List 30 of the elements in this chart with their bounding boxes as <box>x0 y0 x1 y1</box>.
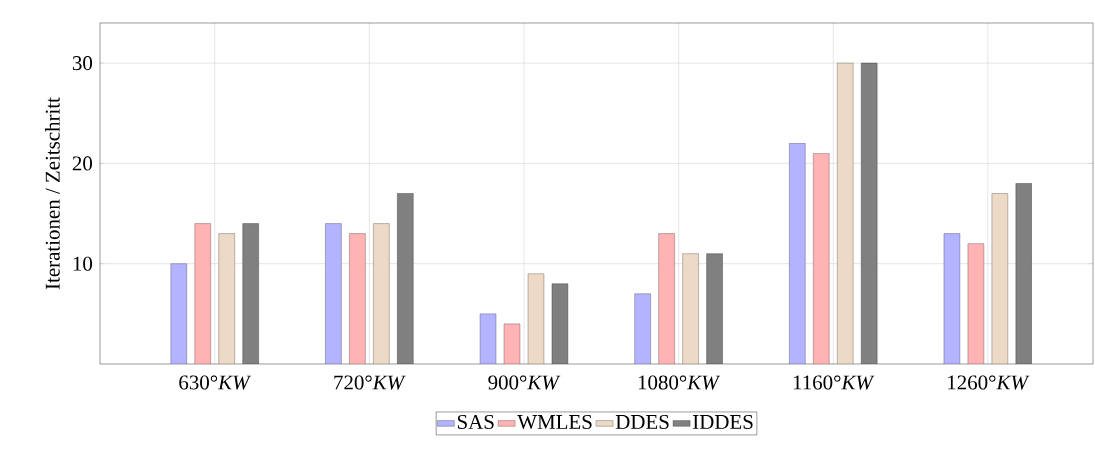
bar <box>658 233 675 364</box>
x-tick-label: 1160°KW <box>793 375 875 390</box>
legend-label: WMLES <box>517 414 592 430</box>
x-tick-label: 720°KW <box>334 375 406 390</box>
x-tick-label: 1080°KW <box>638 375 721 390</box>
y-tick-label: 30 <box>72 56 93 71</box>
legend-label: DDES <box>615 414 669 429</box>
bar <box>194 223 211 364</box>
y-tick-label: 10 <box>73 256 93 271</box>
bar <box>634 293 651 364</box>
bar <box>349 233 366 364</box>
x-tick-label: 630°KW <box>179 375 252 390</box>
y-axis-title: Iterationen / Zeitschritt <box>45 97 60 290</box>
x-tick-label: 1260°KW <box>948 375 1030 390</box>
legend-label: SAS <box>457 414 494 429</box>
bar <box>813 153 830 364</box>
bar <box>242 223 259 364</box>
bar <box>861 62 878 364</box>
bar <box>218 233 235 364</box>
x-tick-label: 900°KW <box>488 375 561 390</box>
bar <box>325 223 342 364</box>
bar <box>837 62 854 364</box>
bar <box>706 253 723 364</box>
legend-label: IDDES <box>693 414 753 429</box>
bar <box>789 143 806 364</box>
bar <box>170 263 187 364</box>
y-tick-label: 20 <box>72 156 93 171</box>
bar <box>397 193 414 364</box>
bar <box>682 253 699 364</box>
bar <box>373 223 390 364</box>
